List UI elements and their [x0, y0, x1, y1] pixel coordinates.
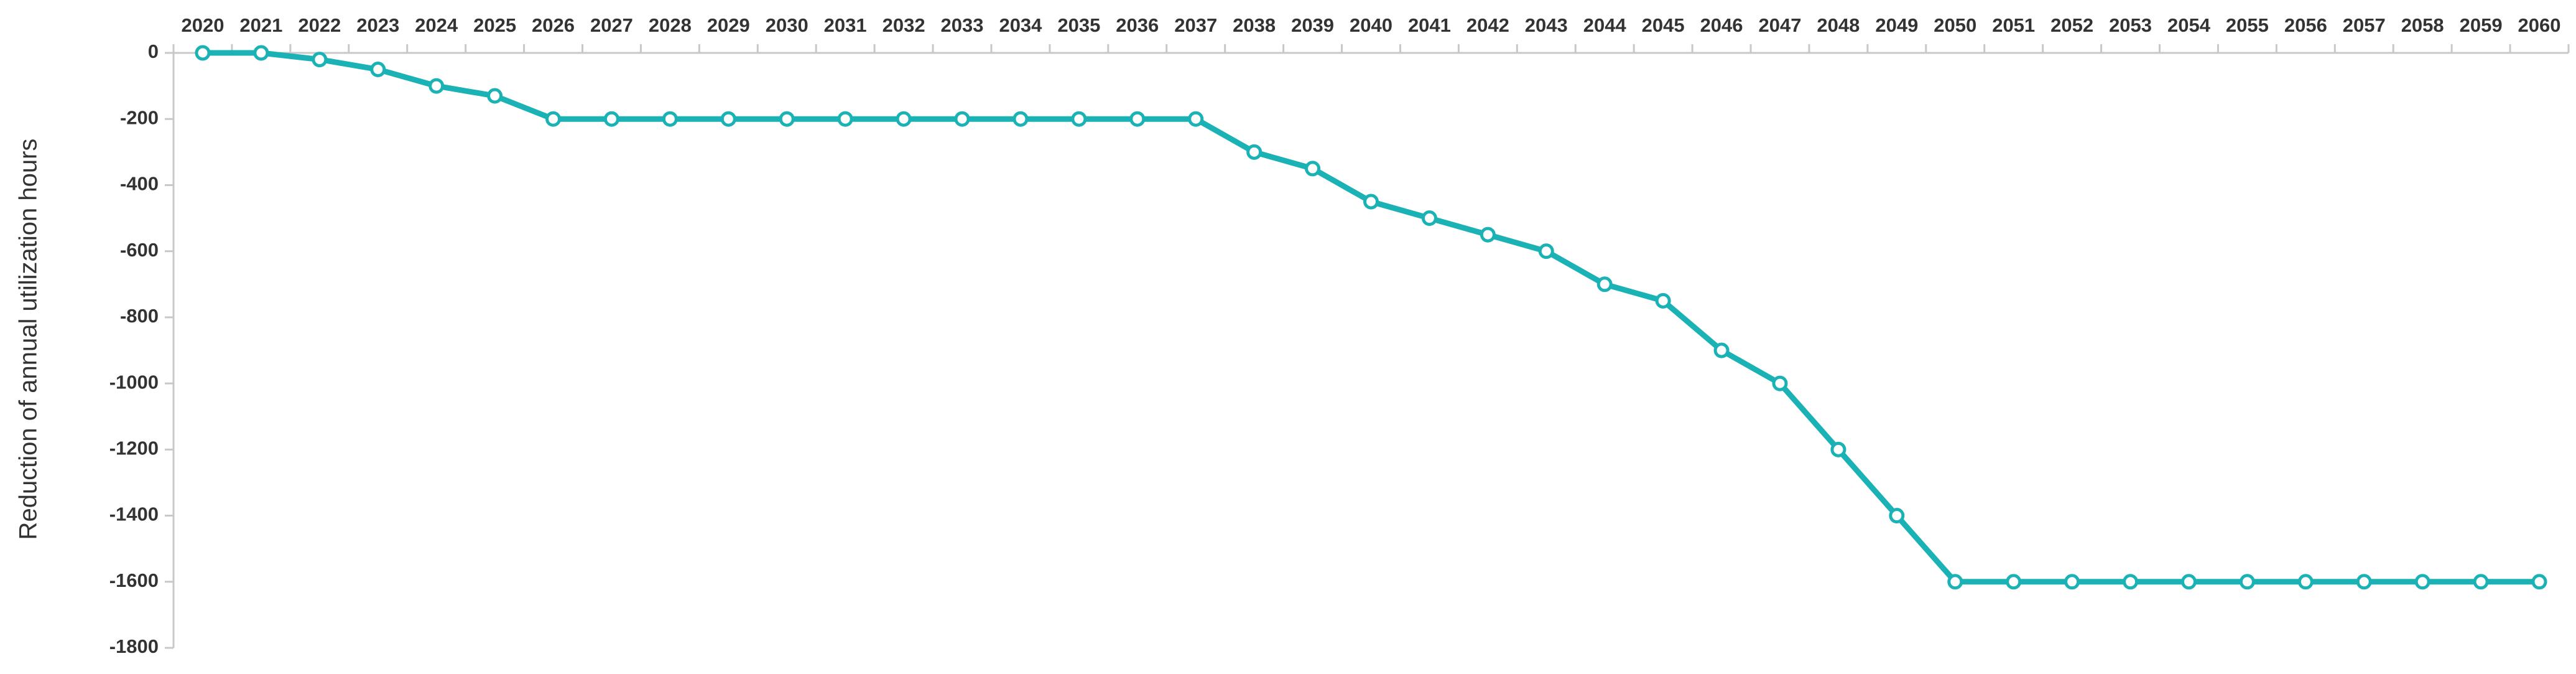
x-tick-label: 2042: [1466, 14, 1509, 36]
data-point: [1947, 574, 1963, 590]
x-tick-label: 2041: [1408, 14, 1451, 36]
x-tick-label: 2048: [1817, 14, 1860, 36]
y-tick-label: -1400: [109, 503, 159, 525]
data-point: [370, 62, 386, 78]
data-point: [837, 111, 853, 127]
x-tick-label: 2039: [1291, 14, 1334, 36]
x-tick-label: 2060: [2518, 14, 2561, 36]
y-tick-label: -1200: [109, 438, 159, 459]
x-tick-label: 2035: [1057, 14, 1100, 36]
data-point: [429, 78, 445, 94]
data-point: [1889, 508, 1905, 524]
data-point: [2123, 574, 2139, 590]
data-point: [1012, 111, 1029, 127]
data-point: [2064, 574, 2080, 590]
y-tick-label: -200: [120, 106, 159, 128]
x-tick-label: 2053: [2109, 14, 2152, 36]
data-point: [662, 111, 678, 127]
data-point: [195, 45, 211, 61]
x-tick-label: 2022: [298, 14, 341, 36]
line-series: [200, 50, 2542, 585]
x-tick-label: 2028: [649, 14, 692, 36]
x-tick-label: 2054: [2167, 14, 2211, 36]
data-point: [1071, 111, 1087, 127]
x-tick-label: 2029: [707, 14, 750, 36]
x-tick-label: 2032: [883, 14, 925, 36]
x-tick-label: 2055: [2226, 14, 2269, 36]
x-tick-label: 2026: [532, 14, 575, 36]
x-tick-label: 2025: [473, 14, 516, 36]
data-point: [545, 111, 562, 127]
data-point: [253, 45, 269, 61]
data-point: [2180, 574, 2197, 590]
x-tick-label: 2023: [356, 14, 399, 36]
data-point: [1188, 111, 1204, 127]
x-tick-label: 2059: [2460, 14, 2503, 36]
data-point: [1129, 111, 1146, 127]
data-point: [954, 111, 970, 127]
data-point: [2006, 574, 2022, 590]
x-tick-label: 2043: [1525, 14, 1568, 36]
data-point: [1772, 375, 1788, 391]
x-tick-label: 2057: [2343, 14, 2386, 36]
data-point: [1246, 144, 1263, 160]
x-tick-label: 2050: [1934, 14, 1976, 36]
x-tick-label: 2046: [1700, 14, 1743, 36]
data-point: [1713, 342, 1730, 358]
y-axis-title: Reduction of annual utilization hours: [15, 139, 42, 540]
y-tick-label: -1600: [109, 569, 159, 591]
x-tick-label: 2047: [1759, 14, 1802, 36]
x-tick-label: 2024: [415, 14, 458, 36]
x-tick-label: 2044: [1583, 14, 1627, 36]
y-tick-label: -400: [120, 173, 159, 195]
y-tick-label: -1000: [109, 371, 159, 393]
data-point: [1596, 276, 1613, 293]
x-tick-label: 2056: [2284, 14, 2327, 36]
data-point: [1538, 243, 1554, 260]
y-tick-label: 0: [148, 40, 159, 62]
data-point: [487, 88, 503, 104]
x-tick-label: 2033: [941, 14, 984, 36]
y-tick-label: -600: [120, 239, 159, 261]
data-point: [603, 111, 619, 127]
x-tick-label: 2038: [1233, 14, 1276, 36]
data-point: [720, 111, 736, 127]
data-point: [1363, 194, 1379, 210]
data-point: [2239, 574, 2255, 590]
data-point: [2473, 574, 2489, 590]
x-tick-label: 2058: [2401, 14, 2444, 36]
x-tick-label: 2052: [2050, 14, 2093, 36]
data-point: [896, 111, 912, 127]
data-point: [2531, 574, 2547, 590]
data-point: [312, 52, 328, 68]
x-tick-label: 2021: [239, 14, 282, 36]
y-tick-label: -1800: [109, 635, 159, 657]
x-tick-label: 2051: [1992, 14, 2035, 36]
x-tick-label: 2020: [181, 14, 224, 36]
x-tick-label: 2031: [824, 14, 867, 36]
data-point: [2356, 574, 2372, 590]
x-tick-label: 2036: [1116, 14, 1159, 36]
data-point: [1480, 227, 1496, 243]
x-tick-label: 2037: [1174, 14, 1217, 36]
data-point: [1655, 293, 1671, 309]
x-tick-label: 2045: [1642, 14, 1685, 36]
data-point: [779, 111, 795, 127]
data-point: [2414, 574, 2430, 590]
x-tick-label: 2030: [766, 14, 808, 36]
data-point: [1305, 161, 1321, 177]
x-tick-label: 2049: [1875, 14, 1918, 36]
data-point: [1830, 441, 1846, 457]
x-tick-label: 2034: [999, 14, 1042, 36]
y-tick-label: -800: [120, 305, 159, 327]
x-tick-label: 2040: [1350, 14, 1392, 36]
x-tick-label: 2027: [590, 14, 633, 36]
data-point: [2297, 574, 2314, 590]
data-point: [1421, 210, 1437, 227]
